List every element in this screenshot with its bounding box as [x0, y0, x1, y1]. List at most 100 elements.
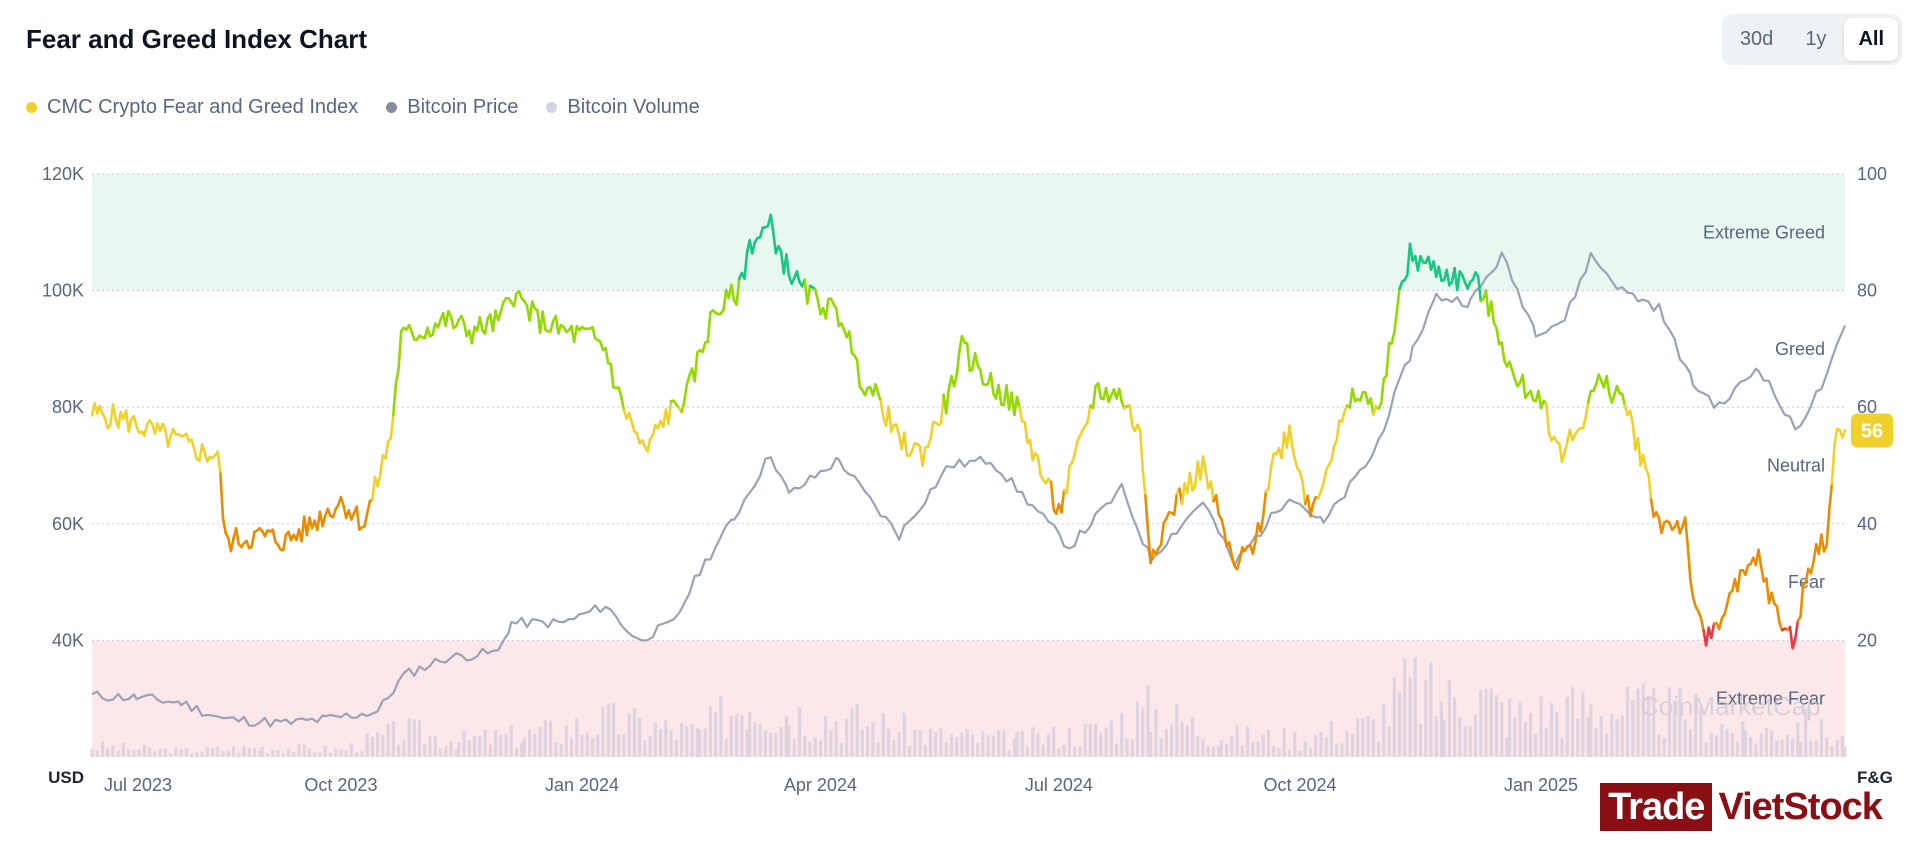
volume-bar [1814, 740, 1818, 757]
fear-greed-segment [1214, 493, 1220, 516]
fear-greed-segment [363, 512, 369, 528]
volume-bar [601, 706, 605, 757]
legend-item-fear-greed[interactable]: CMC Crypto Fear and Greed Index [26, 96, 358, 119]
volume-bar [478, 736, 482, 757]
volume-bar [643, 740, 647, 757]
volume-bar [169, 753, 173, 757]
volume-bar [1211, 746, 1216, 757]
fear-greed-segment [750, 240, 757, 255]
fear-greed-segment [185, 432, 191, 443]
fear-greed-segment [771, 231, 778, 255]
fear-greed-segment [1180, 481, 1186, 505]
volume-bar [611, 703, 616, 757]
volume-bar [1266, 729, 1271, 757]
volume-bar [554, 742, 558, 757]
volume-bar [769, 732, 773, 757]
volume-bar [323, 745, 327, 757]
volume-bar [1785, 734, 1789, 757]
volume-bar [1308, 748, 1313, 757]
fear-greed-segment [1476, 275, 1483, 303]
fear-greed-segment [1091, 384, 1097, 410]
volume-bar [918, 730, 922, 757]
fear-greed-segment [1146, 529, 1152, 565]
fear-greed-segment [895, 423, 901, 437]
fear-greed-segment [876, 391, 883, 403]
volume-bar [538, 727, 542, 757]
volume-bar [142, 744, 147, 757]
fear-greed-segment [1065, 465, 1071, 495]
volume-bar [1073, 746, 1077, 757]
fear-greed-segment [635, 431, 641, 445]
volume-bar [444, 745, 448, 757]
volume-bar [745, 729, 749, 757]
fear-greed-segment [1073, 440, 1079, 457]
volume-bar [381, 735, 385, 757]
volume-bar [121, 742, 126, 757]
volume-bar [423, 744, 427, 757]
fear-greed-segment [1379, 377, 1386, 405]
volume-bar [1392, 677, 1396, 757]
range-button-30d[interactable]: 30d [1726, 18, 1787, 61]
fear-greed-segment [1351, 387, 1357, 403]
volume-bar [1324, 737, 1328, 757]
fear-greed-segment [965, 342, 972, 373]
volume-bar [514, 747, 519, 757]
zone-label-1: Greed [1775, 339, 1825, 359]
volume-bar [438, 748, 443, 757]
volume-bar [1020, 730, 1024, 757]
left-tick-3: 60K [52, 514, 84, 534]
fear-greed-segment [1070, 453, 1076, 465]
volume-bar [1099, 732, 1103, 757]
fear-greed-segment [978, 368, 985, 386]
volume-bar [839, 743, 844, 757]
volume-bar [302, 744, 306, 757]
volume-bar [748, 712, 752, 757]
legend-item-bitcoin-price[interactable]: Bitcoin Price [386, 96, 518, 119]
volume-bar [1576, 718, 1580, 757]
fear-greed-segment [651, 423, 657, 437]
fear-greed-segment [1775, 605, 1781, 625]
volume-bar [472, 736, 477, 757]
fear-greed-segment [391, 381, 398, 417]
left-tick-2: 80K [52, 397, 84, 417]
volume-bar [797, 707, 802, 757]
fear-greed-segment [1390, 330, 1396, 345]
fear-greed-segment [1238, 546, 1244, 562]
fear-greed-segment [1641, 453, 1648, 471]
volume-bar [488, 744, 492, 757]
volume-bar [575, 718, 579, 757]
fear-greed-segment [1018, 406, 1024, 423]
volume-bar [355, 752, 359, 757]
volume-bar [981, 731, 985, 757]
range-button-1y[interactable]: 1y [1791, 18, 1840, 61]
volume-bar [991, 736, 995, 757]
volume-bar [462, 730, 466, 757]
volume-bar [1770, 731, 1774, 757]
fear-greed-segment [1699, 616, 1705, 632]
range-button-all[interactable]: All [1844, 18, 1898, 61]
fear-greed-segment [1358, 390, 1365, 402]
x-tick-5: Oct 2024 [1263, 775, 1336, 795]
fear-greed-segment [1683, 516, 1690, 548]
fear-greed-segment [1744, 564, 1750, 577]
volume-bar [454, 750, 458, 757]
legend-item-bitcoin-volume[interactable]: Bitcoin Volume [546, 96, 700, 119]
left-tick-4: 40K [52, 630, 84, 650]
volume-bar [1062, 744, 1066, 757]
volume-bar [1565, 696, 1569, 757]
volume-bar [690, 724, 694, 757]
fear-greed-segment [1220, 517, 1226, 531]
fear-greed-segment [1521, 373, 1527, 400]
fear-greed-segment [1259, 513, 1265, 533]
x-tick-1: Oct 2023 [304, 775, 377, 795]
fear-greed-segment [444, 309, 450, 328]
fear-greed-segment [271, 528, 277, 544]
volume-bar [1505, 737, 1509, 757]
volume-bar [1240, 745, 1244, 757]
volume-bar [1345, 731, 1349, 757]
fear-greed-segment [1138, 428, 1145, 472]
volume-bar [606, 704, 610, 757]
volume-bar [1730, 733, 1734, 757]
fear-greed-segment [1201, 455, 1207, 472]
